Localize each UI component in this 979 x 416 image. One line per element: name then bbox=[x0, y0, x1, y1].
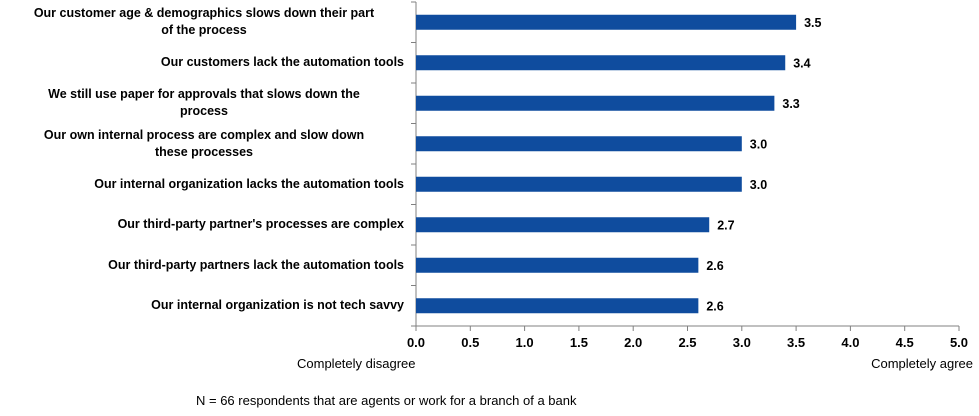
data-label: 2.7 bbox=[717, 218, 734, 232]
x-tick-label: 3.5 bbox=[787, 335, 805, 350]
category-label-line: Our customer age & demographics slows do… bbox=[33, 6, 375, 21]
data-label: 3.5 bbox=[804, 16, 821, 30]
bar bbox=[416, 95, 775, 111]
x-tick-label: 5.0 bbox=[950, 335, 968, 350]
x-axis-left-label: Completely disagree bbox=[297, 356, 416, 371]
category-label: Our internal organization is not tech sa… bbox=[0, 297, 404, 314]
data-label: 3.4 bbox=[793, 56, 810, 70]
bar bbox=[416, 176, 742, 192]
x-tick-label: 4.0 bbox=[841, 335, 859, 350]
bar bbox=[416, 55, 786, 71]
data-label: 3.0 bbox=[750, 178, 767, 192]
x-tick-label: 0.5 bbox=[461, 335, 479, 350]
category-label: Our own internal process are complex and… bbox=[4, 127, 404, 161]
category-label-line: Our internal organization lacks the auto… bbox=[94, 176, 404, 191]
category-label-line: Our third-party partners lack the automa… bbox=[108, 257, 404, 272]
x-axis-right-label: Completely agree bbox=[871, 356, 973, 371]
x-tick-label: 2.5 bbox=[678, 335, 696, 350]
category-label-line: Our internal organization is not tech sa… bbox=[151, 298, 404, 313]
x-tick-label: 0.0 bbox=[407, 335, 425, 350]
category-label-line: We still use paper for approvals that sl… bbox=[48, 87, 360, 102]
category-label: Our customer age & demographics slows do… bbox=[4, 5, 404, 39]
category-label-line: Our customers lack the automation tools bbox=[160, 55, 404, 70]
data-label: 2.6 bbox=[706, 299, 723, 313]
category-label-line: of the process bbox=[161, 23, 247, 38]
category-label: Our third-party partners lack the automa… bbox=[0, 257, 404, 274]
x-tick-label: 2.0 bbox=[624, 335, 642, 350]
category-label: Our internal organization lacks the auto… bbox=[0, 176, 404, 193]
category-label-line: these processes bbox=[155, 144, 253, 159]
bar bbox=[416, 136, 742, 152]
category-label: Our third-party partner's processes are … bbox=[0, 216, 404, 233]
data-label: 3.3 bbox=[782, 97, 799, 111]
category-label: Our customers lack the automation tools bbox=[0, 54, 404, 71]
x-tick-label: 4.5 bbox=[896, 335, 914, 350]
data-label: 2.6 bbox=[706, 259, 723, 273]
category-label: We still use paper for approvals that sl… bbox=[4, 86, 404, 120]
category-label-line: Our own internal process are complex and… bbox=[43, 127, 365, 142]
category-label-line: Our third-party partner's processes are … bbox=[117, 217, 404, 232]
data-label: 3.0 bbox=[750, 137, 767, 151]
bar bbox=[416, 257, 699, 273]
x-tick-label: 1.0 bbox=[516, 335, 534, 350]
bar bbox=[416, 217, 710, 233]
category-label-line: process bbox=[180, 104, 228, 119]
bar bbox=[416, 14, 797, 30]
sample-size-note: N = 66 respondents that are agents or wo… bbox=[196, 393, 577, 408]
x-tick-label: 3.0 bbox=[733, 335, 751, 350]
x-tick-label: 1.5 bbox=[570, 335, 588, 350]
bar bbox=[416, 298, 699, 314]
